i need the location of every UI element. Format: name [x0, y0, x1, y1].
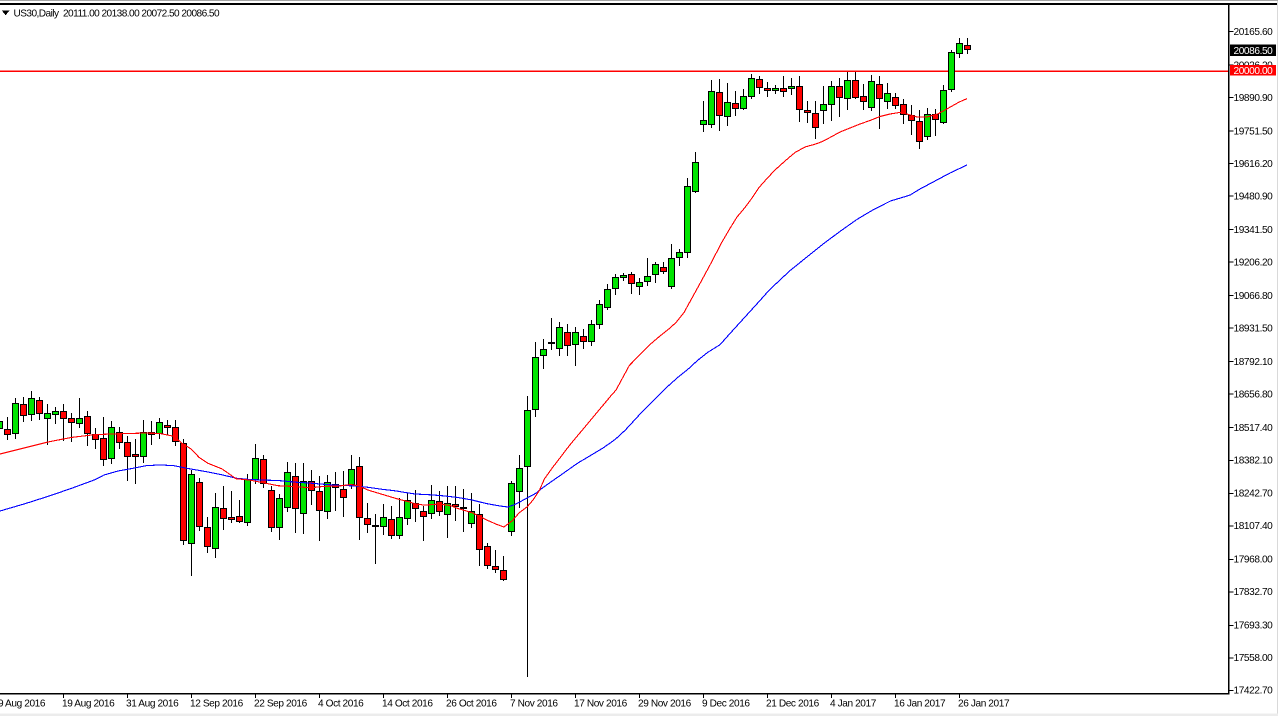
svg-text:7 Nov 2016: 7 Nov 2016 — [510, 699, 558, 710]
svg-text:19616.20: 19616.20 — [1234, 159, 1274, 170]
svg-text:19890.90: 19890.90 — [1234, 93, 1274, 104]
svg-text:19751.50: 19751.50 — [1234, 126, 1274, 137]
svg-text:22 Sep 2016: 22 Sep 2016 — [254, 699, 308, 710]
svg-text:18107.40: 18107.40 — [1234, 521, 1274, 532]
svg-text:31 Aug 2016: 31 Aug 2016 — [126, 699, 179, 710]
svg-text:18382.10: 18382.10 — [1234, 456, 1274, 467]
svg-text:4 Oct 2016: 4 Oct 2016 — [318, 699, 364, 710]
svg-text:17968.00: 17968.00 — [1234, 555, 1274, 566]
svg-text:18517.40: 18517.40 — [1234, 423, 1274, 434]
svg-text:26 Jan 2017: 26 Jan 2017 — [958, 699, 1010, 710]
svg-text:20165.60: 20165.60 — [1234, 27, 1274, 38]
svg-text:19341.50: 19341.50 — [1234, 225, 1274, 236]
svg-text:4 Jan 2017: 4 Jan 2017 — [830, 699, 877, 710]
svg-text:19480.90: 19480.90 — [1234, 191, 1274, 202]
svg-text:17558.00: 17558.00 — [1234, 653, 1274, 664]
svg-text:19206.20: 19206.20 — [1234, 257, 1274, 268]
svg-text:29 Nov 2016: 29 Nov 2016 — [638, 699, 692, 710]
svg-text:18792.10: 18792.10 — [1234, 357, 1274, 368]
svg-text:18656.80: 18656.80 — [1234, 389, 1274, 400]
svg-text:19 Aug 2016: 19 Aug 2016 — [62, 699, 115, 710]
svg-text:9 Dec 2016: 9 Dec 2016 — [702, 699, 750, 710]
svg-text:19066.80: 19066.80 — [1234, 291, 1274, 302]
svg-text:18931.50: 18931.50 — [1234, 323, 1274, 334]
svg-text:20086.50: 20086.50 — [1234, 46, 1274, 57]
svg-text:US30,Daily 20111.00 20138.00: US30,Daily 20111.00 20138.00 20072.50 20… — [14, 8, 220, 19]
svg-text:20000.00: 20000.00 — [1234, 66, 1274, 77]
svg-text:18242.70: 18242.70 — [1234, 489, 1274, 500]
svg-text:21 Dec 2016: 21 Dec 2016 — [766, 699, 820, 710]
svg-text:12 Sep 2016: 12 Sep 2016 — [190, 699, 244, 710]
svg-text:17693.30: 17693.30 — [1234, 621, 1274, 632]
svg-text:16 Jan 2017: 16 Jan 2017 — [894, 699, 946, 710]
svg-text:17422.70: 17422.70 — [1234, 686, 1274, 697]
svg-text:26 Oct 2016: 26 Oct 2016 — [446, 699, 497, 710]
svg-text:17832.70: 17832.70 — [1234, 587, 1274, 598]
svg-text:17 Nov 2016: 17 Nov 2016 — [574, 699, 628, 710]
svg-text:9 Aug 2016: 9 Aug 2016 — [0, 699, 46, 710]
svg-text:14 Oct 2016: 14 Oct 2016 — [382, 699, 433, 710]
